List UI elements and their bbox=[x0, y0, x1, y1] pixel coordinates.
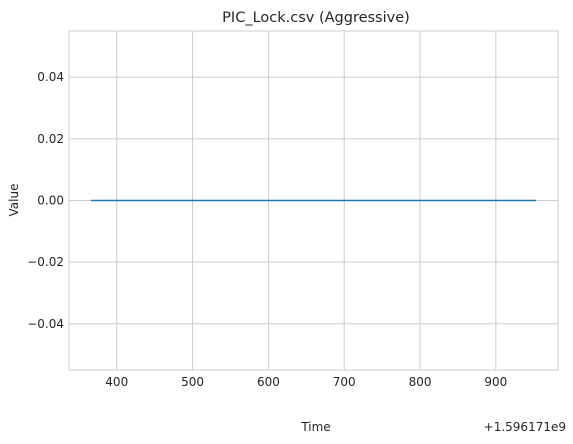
x-tick-label: 600 bbox=[257, 375, 280, 389]
x-offset-label: +1.596171e9 bbox=[484, 420, 566, 434]
y-tick-labels: −0.04 −0.02 0.00 0.02 0.04 bbox=[27, 70, 64, 331]
y-tick-label: 0.02 bbox=[37, 132, 64, 146]
x-tick-label: 800 bbox=[409, 375, 432, 389]
x-tick-label: 900 bbox=[484, 375, 507, 389]
x-tick-label: 500 bbox=[181, 375, 204, 389]
x-tick-labels: 400 500 600 700 800 900 bbox=[105, 375, 507, 389]
y-tick-label: −0.04 bbox=[27, 317, 64, 331]
x-axis-label: Time bbox=[300, 420, 330, 434]
x-tick-label: 700 bbox=[333, 375, 356, 389]
y-tick-label: −0.02 bbox=[27, 255, 64, 269]
y-tick-label: 0.00 bbox=[37, 194, 64, 208]
y-tick-label: 0.04 bbox=[37, 70, 64, 84]
chart-title: PIC_Lock.csv (Aggressive) bbox=[222, 10, 410, 26]
y-axis-label: Value bbox=[7, 184, 21, 217]
plot-frame bbox=[68, 30, 559, 371]
x-tick-label: 400 bbox=[105, 375, 128, 389]
